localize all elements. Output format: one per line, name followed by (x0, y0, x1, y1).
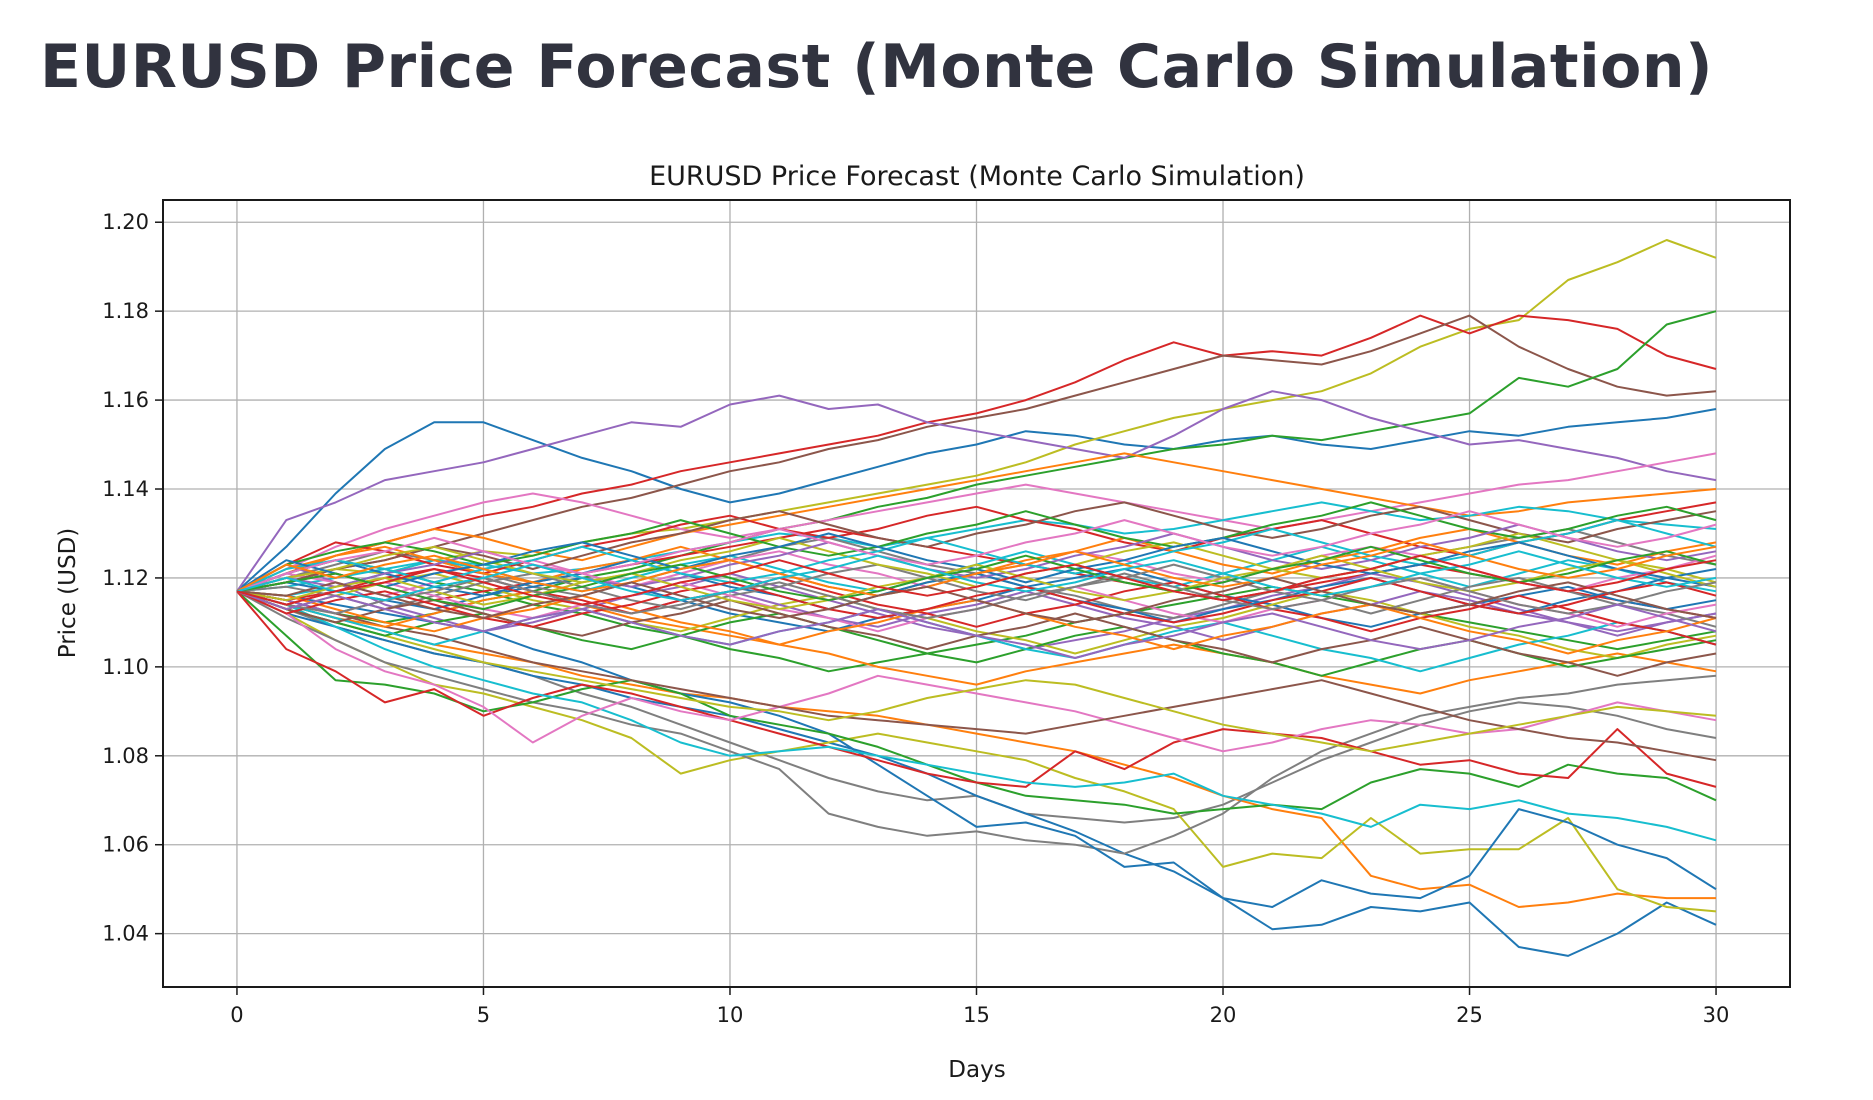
y-axis-label: Price (USD) (55, 528, 81, 659)
x-tick-label: 10 (717, 1003, 744, 1027)
simulation-path-52 (236, 510, 1717, 593)
y-tick-label: 1.16 (102, 388, 149, 412)
x-tick-label: 0 (230, 1003, 243, 1027)
simulation-path-7 (236, 452, 1717, 593)
chart-title: EURUSD Price Forecast (Monte Carlo Simul… (649, 161, 1305, 192)
y-tick-label: 1.12 (102, 566, 149, 590)
x-axis-label: Days (948, 1057, 1005, 1083)
y-tick-label: 1.06 (102, 833, 149, 857)
x-tick-label: 15 (963, 1003, 990, 1027)
simulation-path-33 (236, 501, 1717, 593)
x-tick-label: 30 (1703, 1003, 1730, 1027)
simulation-path-30 (236, 572, 1717, 659)
simulation-path-50 (236, 545, 1717, 611)
simulation-path-17 (236, 590, 1717, 788)
series-lines (236, 239, 1717, 957)
simulation-path-57 (236, 554, 1717, 606)
x-tick-label: 25 (1456, 1003, 1483, 1027)
simulation-path-56 (236, 550, 1717, 602)
y-tick-label: 1.14 (102, 477, 149, 501)
y-tick-label: 1.08 (102, 744, 149, 768)
simulation-path-3 (236, 314, 1717, 593)
simulation-path-55 (236, 576, 1717, 624)
y-tick-label: 1.04 (102, 922, 149, 946)
simulation-path-6 (236, 390, 1717, 592)
simulation-path-53 (236, 590, 1717, 659)
simulation-path-20 (236, 590, 1717, 762)
simulation-path-18 (236, 590, 1717, 842)
y-tick-label: 1.10 (102, 655, 149, 679)
simulation-path-4 (236, 314, 1717, 593)
simulation-path-25 (236, 590, 1717, 695)
chart-figure: EURUSD Price Forecast (Monte Carlo Simul… (0, 140, 1873, 1095)
y-tick-label: 1.18 (102, 299, 149, 323)
simulation-path-1 (236, 408, 1717, 593)
simulation-path-13 (236, 590, 1717, 913)
simulation-path-54 (236, 541, 1717, 597)
x-tick-label: 5 (477, 1003, 490, 1027)
price-forecast-chart: EURUSD Price Forecast (Monte Carlo Simul… (55, 161, 1791, 1083)
simulation-path-14 (236, 590, 1717, 855)
y-tick-label: 1.20 (102, 210, 149, 234)
x-tick-label: 20 (1210, 1003, 1237, 1027)
axis-ticks: 0 5 10 15 20 25 30 1.04 1.06 1.08 1.10 1.12 1.14 1.16… (102, 210, 1729, 1027)
page-title: EURUSD Price Forecast (Monte Carlo Simul… (40, 32, 1713, 102)
simulation-path-12 (236, 590, 1716, 908)
simulation-path-21 (236, 590, 1717, 753)
